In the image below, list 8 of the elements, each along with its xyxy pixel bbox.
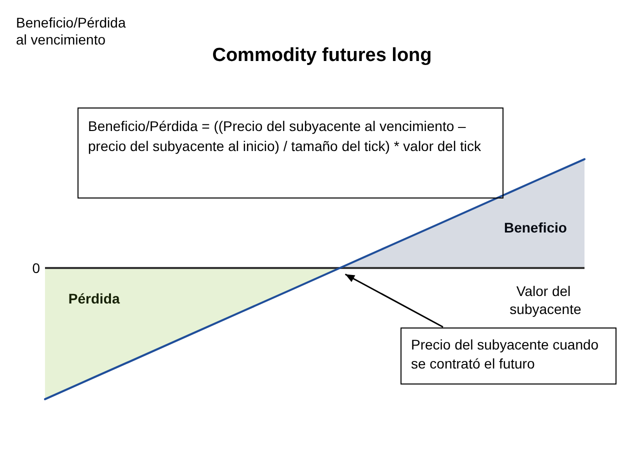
x-axis-title: Valor del subyacente [510, 283, 582, 318]
series-label: Beneficio [504, 220, 567, 236]
chart-title: Commodity futures long [212, 45, 432, 66]
annotation: Precio del subyacente cuando se contrató el futuro [411, 336, 602, 372]
text: Beneficio/Pérdida = ((Precio del subyacente al vencimiento – precio del subyacente al inicio) / tamaño del tick) * valor del tick [88, 118, 482, 154]
text: Beneficio/Pérdida al vencimiento [16, 14, 130, 48]
series-label: Pérdida [68, 290, 120, 306]
ref-line-label: 0 [32, 260, 40, 276]
